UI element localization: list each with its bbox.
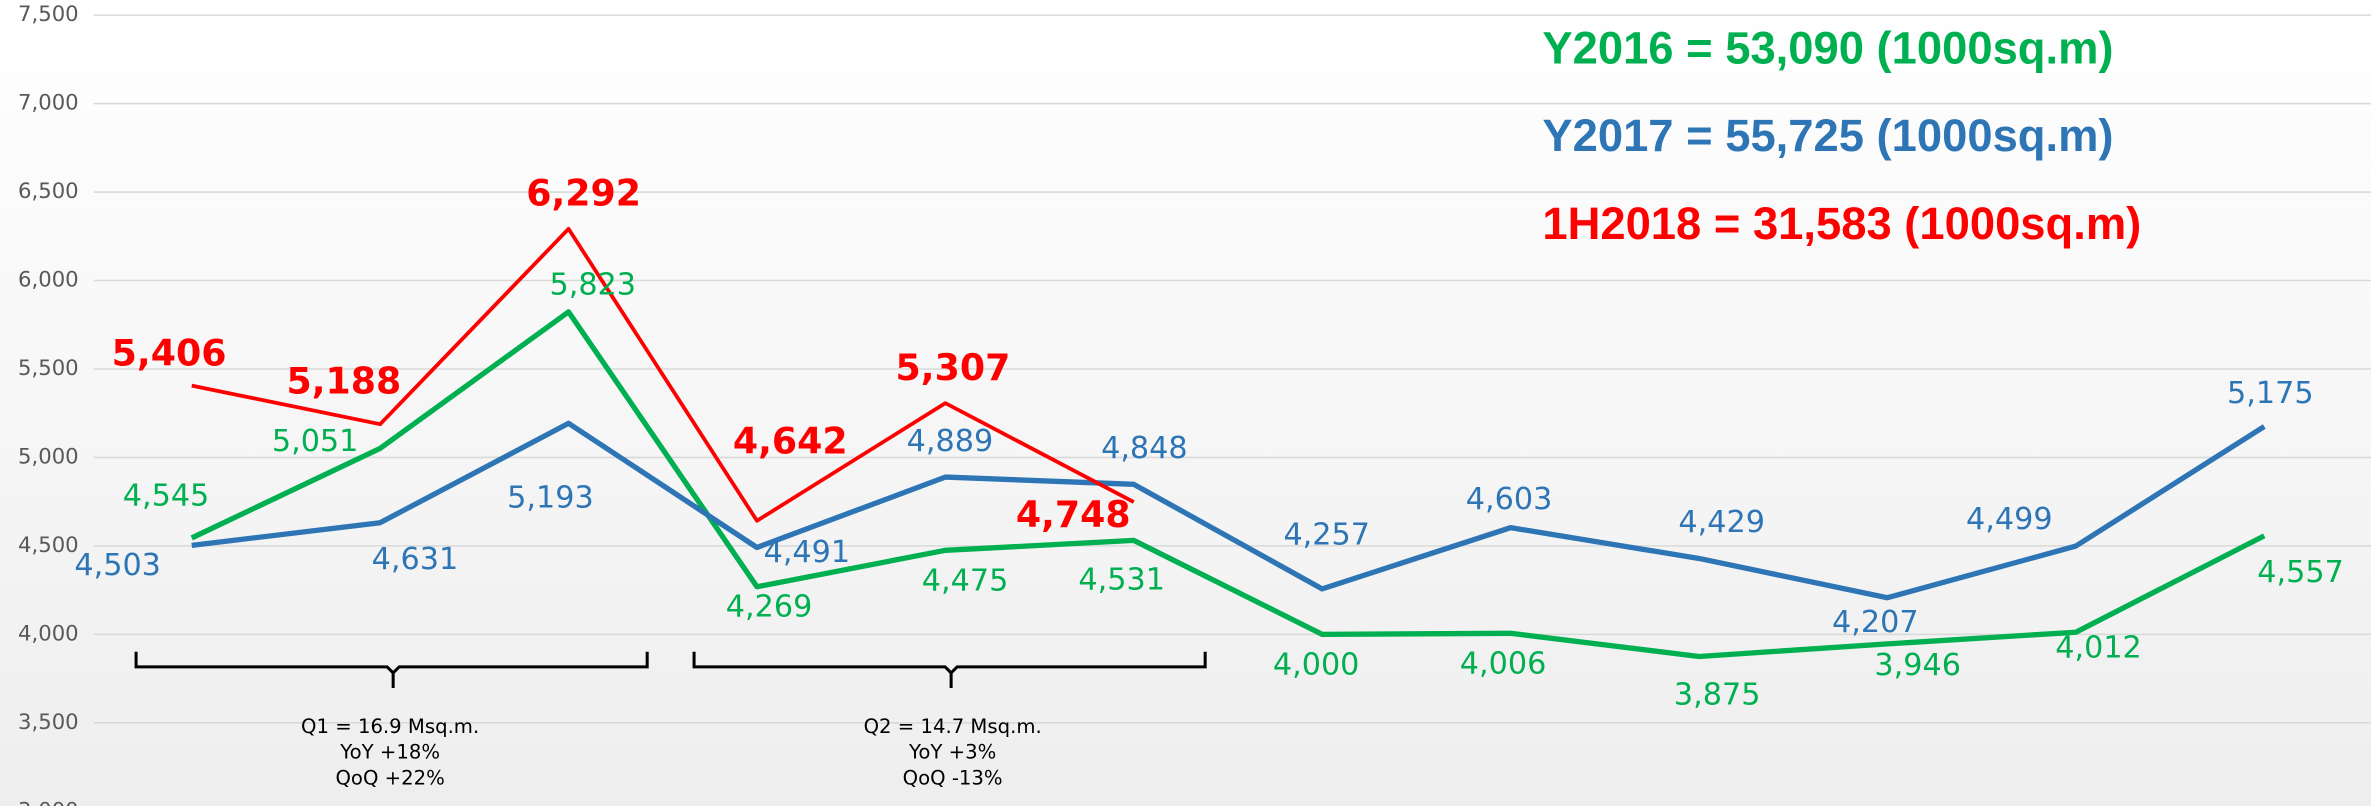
data-label: 5,823: [549, 268, 636, 303]
data-label: 4,257: [1283, 517, 1370, 552]
annotation: QoQ +22%: [335, 766, 444, 789]
data-label: 5,188: [286, 359, 401, 402]
legend-entry: 1H2018 = 31,583 (1000sq.m): [1542, 198, 2141, 249]
annotation: Q1 = 16.9 Msq.m.: [301, 715, 479, 738]
data-label: 4,603: [1466, 482, 1553, 517]
brace: [692, 651, 1207, 689]
y-tick-label: 7,500: [18, 1, 79, 26]
data-label: 4,207: [1832, 605, 1919, 640]
annotation: YoY +3%: [908, 741, 996, 764]
annotation: QoQ -13%: [903, 766, 1003, 789]
y-tick-label: 7,000: [18, 90, 79, 115]
series-line: [191, 226, 1135, 523]
annotation: Q2 = 14.7 Msq.m.: [864, 715, 1042, 738]
series-line: [190, 309, 2266, 660]
data-label: 4,499: [1966, 502, 2053, 537]
legend-entry: Y2017 = 55,725 (1000sq.m): [1542, 110, 2113, 161]
y-tick-label: 4,000: [18, 620, 79, 645]
y-tick-label: 3,500: [18, 709, 79, 734]
data-label: 5,406: [112, 331, 227, 374]
data-label: 4,429: [1678, 505, 1765, 540]
data-label: 4,748: [1016, 493, 1131, 536]
data-label: 4,491: [764, 535, 851, 570]
data-label: 3,875: [1674, 677, 1761, 712]
y-tick-label: 3,000: [18, 797, 79, 806]
y-tick-label: 4,500: [18, 532, 79, 557]
data-label: 4,006: [1460, 647, 1547, 682]
data-label: 5,307: [896, 346, 1011, 389]
series-line: [191, 420, 2266, 601]
data-label: 6,292: [526, 172, 641, 215]
y-tick-label: 6,000: [18, 267, 79, 292]
data-label: 4,475: [922, 564, 1009, 599]
data-label: 5,193: [507, 480, 594, 515]
data-label: 4,531: [1078, 563, 1165, 598]
data-label: 4,545: [123, 479, 210, 514]
y-tick-label: 6,500: [18, 178, 79, 203]
data-label: 5,175: [2227, 376, 2314, 411]
data-label: 4,503: [74, 548, 161, 583]
data-label: 3,946: [1874, 648, 1961, 683]
data-label: 4,642: [733, 420, 848, 463]
y-tick-label: 5,000: [18, 443, 79, 468]
data-label: 5,051: [272, 424, 359, 459]
data-label: 4,848: [1101, 431, 1188, 466]
data-label: 4,557: [2257, 555, 2344, 590]
data-label: 4,012: [2055, 630, 2142, 665]
legend-entry: Y2016 = 53,090 (1000sq.m): [1542, 22, 2113, 73]
brace: [134, 651, 649, 689]
y-tick-label: 5,500: [18, 355, 79, 380]
data-label: 4,889: [907, 424, 994, 459]
data-label: 4,269: [726, 589, 813, 624]
data-label: 4,000: [1273, 648, 1360, 683]
annotation: YoY +18%: [339, 741, 440, 764]
data-label: 4,631: [372, 542, 459, 577]
